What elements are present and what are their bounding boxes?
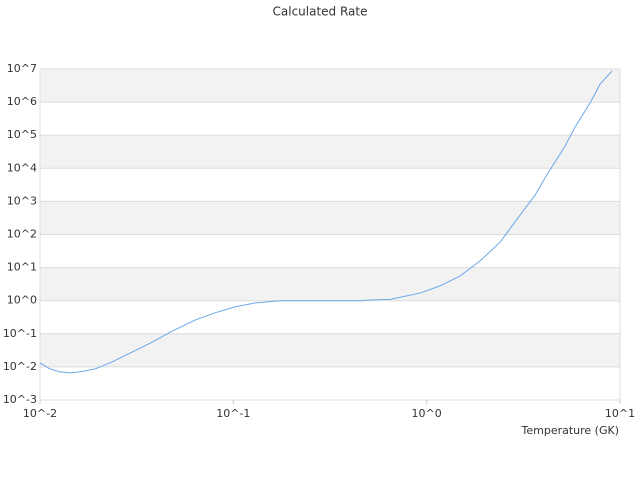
x-tick-label: 10^-1 xyxy=(216,407,250,420)
x-tick-label: 10^-2 xyxy=(23,407,57,420)
y-tick-label: 10^0 xyxy=(7,294,37,307)
y-tick-label: 10^5 xyxy=(7,128,37,141)
x-axis-label: Temperature (GK) xyxy=(521,424,620,437)
grid-band xyxy=(40,201,620,235)
x-tick-label: 10^1 xyxy=(605,407,635,420)
y-tick-label: 10^2 xyxy=(7,228,37,241)
y-tick-label: 10^3 xyxy=(7,194,37,207)
y-tick-label: 10^-3 xyxy=(3,393,37,406)
y-tick-label: 10^7 xyxy=(7,62,37,75)
grid-band xyxy=(40,267,620,301)
chart-title: Calculated Rate xyxy=(273,5,368,19)
y-tick-label: 10^6 xyxy=(7,95,37,108)
y-tick-label: 10^4 xyxy=(7,161,37,174)
grid-band xyxy=(40,135,620,169)
x-tick-label: 10^0 xyxy=(412,407,442,420)
grid-band xyxy=(40,69,620,103)
grid-band xyxy=(40,333,620,367)
y-tick-label: 10^-1 xyxy=(3,327,37,340)
line xyxy=(39,70,613,374)
y-tick-label: 10^1 xyxy=(7,261,37,274)
y-tick-label: 10^-2 xyxy=(3,360,37,373)
